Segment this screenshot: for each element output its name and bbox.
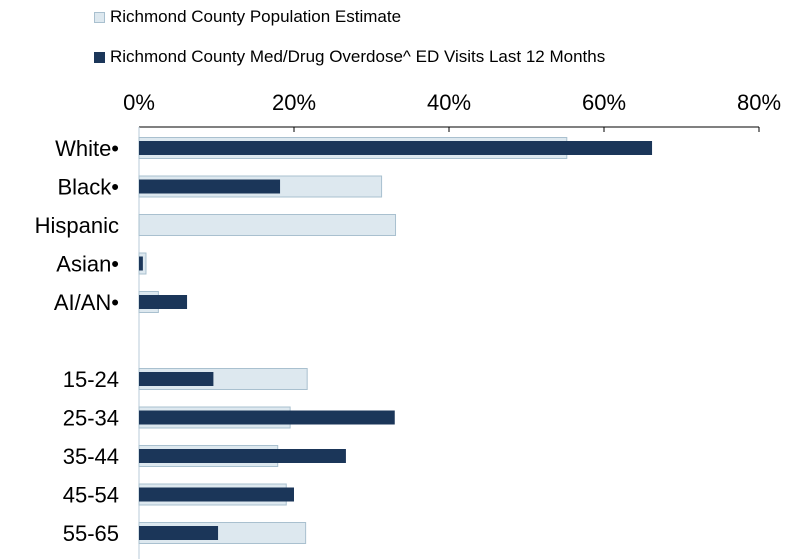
ed-visits-bar (139, 410, 395, 425)
category-label: Hispanic (35, 213, 119, 238)
ed-visits-bar (139, 372, 214, 386)
legend-item-ed-visits: Richmond County Med/Drug Overdose^ ED Vi… (94, 47, 605, 67)
category-label: 55-65 (63, 521, 119, 546)
ed-visits-bar (139, 179, 281, 194)
category-label: Black• (58, 175, 120, 200)
x-tick-label: 0% (123, 90, 155, 115)
ed-visits-bar (139, 526, 219, 540)
category-label: AI/AN• (54, 290, 119, 315)
ed-visits-bar (139, 295, 188, 309)
category-label: 15-24 (63, 367, 119, 392)
legend-swatch-population (94, 11, 105, 23)
x-tick-label: 60% (582, 90, 626, 115)
ed-visits-bar (139, 256, 143, 271)
category-label: 45-54 (63, 483, 119, 508)
category-label: White• (55, 136, 119, 161)
x-tick-label: 40% (427, 90, 471, 115)
category-label: Asian• (56, 252, 119, 277)
legend-label-ed-visits: Richmond County Med/Drug Overdose^ ED Vi… (110, 47, 606, 66)
legend-item-population: Richmond County Population Estimate (94, 7, 401, 27)
category-label: 35-44 (63, 444, 119, 469)
category-label: 25-34 (63, 406, 119, 431)
legend-swatch-ed-visits (94, 51, 105, 63)
x-tick-label: 20% (272, 90, 316, 115)
legend-label-population: Richmond County Population Estimate (110, 7, 402, 26)
ed-visits-bar (139, 141, 653, 155)
population-bar (138, 214, 397, 236)
x-tick-label: 80% (737, 90, 781, 115)
ed-visits-bar (139, 487, 294, 502)
ed-visits-bar (139, 449, 346, 463)
